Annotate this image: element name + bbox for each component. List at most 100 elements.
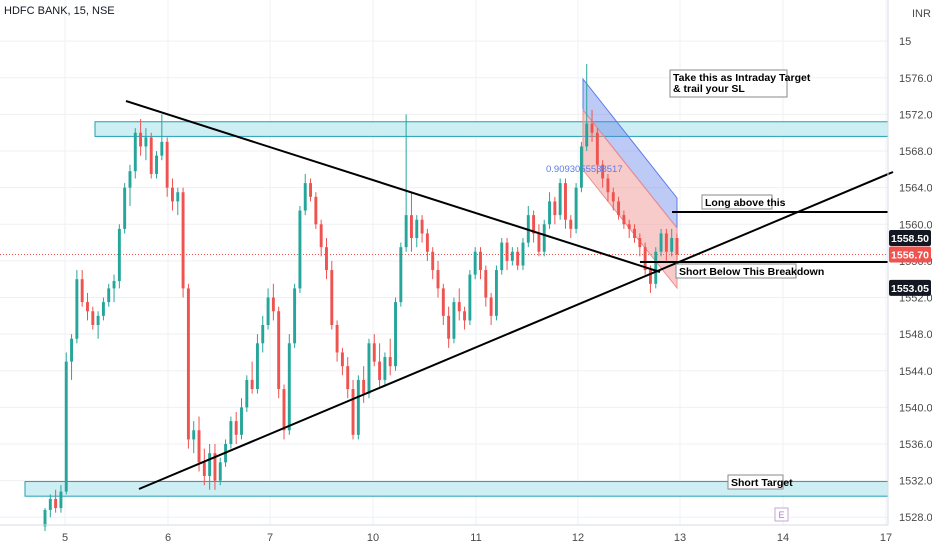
candle-down bbox=[171, 187, 174, 202]
candle-down bbox=[149, 137, 153, 174]
descending-channel bbox=[582, 77, 678, 290]
price-tick-label: 1572.00 bbox=[899, 109, 932, 121]
candle-down bbox=[330, 270, 334, 325]
short-target-note-box bbox=[727, 474, 784, 490]
long-above-note-box bbox=[701, 194, 773, 210]
candle-up bbox=[128, 171, 132, 188]
candle-up bbox=[473, 251, 477, 275]
candle-down bbox=[425, 233, 429, 252]
candle-down bbox=[595, 132, 599, 165]
candle-up bbox=[155, 155, 158, 174]
candle-up bbox=[160, 141, 164, 156]
price-tick-label: 1540.00 bbox=[899, 402, 932, 414]
candle-down bbox=[86, 302, 89, 312]
candle-down bbox=[277, 311, 281, 390]
long-above-note-text: Long above this bbox=[705, 197, 786, 209]
candle-down bbox=[319, 224, 323, 248]
candle-up bbox=[208, 453, 212, 477]
candle-down bbox=[638, 238, 642, 248]
price-tick-label: 15 bbox=[899, 36, 911, 48]
candle-down bbox=[463, 311, 467, 321]
intraday-target-note-text: Take this as Intraday Target bbox=[673, 72, 811, 84]
price-tick-label: 1564.00 bbox=[899, 183, 932, 195]
candle-down bbox=[335, 324, 339, 353]
candle-up bbox=[123, 187, 127, 229]
candle-down bbox=[362, 379, 366, 394]
candle-down bbox=[633, 228, 636, 239]
candle-up bbox=[303, 183, 307, 211]
candles bbox=[43, 64, 679, 531]
candle-up bbox=[229, 421, 233, 445]
candle-up bbox=[654, 251, 658, 284]
level-badge-long bbox=[889, 230, 931, 247]
event-marker: E bbox=[778, 510, 784, 520]
candle-down bbox=[617, 201, 621, 216]
candle-up bbox=[64, 361, 68, 492]
candle-up bbox=[96, 315, 100, 325]
price-tick-label: 1560.00 bbox=[899, 219, 932, 231]
candle-down bbox=[664, 233, 668, 252]
candle-down bbox=[309, 183, 313, 197]
candle-up bbox=[255, 343, 259, 390]
candle-down bbox=[181, 192, 185, 289]
candle-up bbox=[43, 509, 47, 527]
lower-trend-line[interactable] bbox=[138, 171, 894, 490]
candle-down bbox=[675, 238, 679, 255]
currency-label: INR bbox=[912, 8, 931, 20]
candle-down bbox=[537, 233, 541, 252]
time-axis: 5 6 7 10 11 12 13 14 17 bbox=[0, 524, 892, 544]
candle-up bbox=[240, 407, 243, 435]
short-below-note-text: Short Below This Breakdown bbox=[679, 266, 824, 278]
candle-up bbox=[293, 288, 297, 344]
price-tick-label: 1568.00 bbox=[899, 146, 932, 158]
date-tick-label: 12 bbox=[572, 532, 584, 544]
candle-up bbox=[266, 297, 270, 325]
candle-up bbox=[452, 302, 456, 339]
candle-down bbox=[505, 242, 509, 261]
candle-up bbox=[383, 357, 387, 380]
candle-up bbox=[510, 251, 514, 261]
candle-up bbox=[59, 491, 63, 509]
candle-up bbox=[101, 302, 105, 316]
price-tick-label: 1548.00 bbox=[899, 329, 932, 341]
price-tick-label: 1536.00 bbox=[899, 439, 932, 451]
candle-up bbox=[218, 462, 222, 481]
grid bbox=[0, 0, 888, 525]
candle-down bbox=[351, 389, 355, 435]
price-tick-label: 1532.00 bbox=[899, 476, 932, 488]
candle-down bbox=[622, 215, 626, 225]
candle-down bbox=[441, 288, 445, 316]
candle-down bbox=[80, 279, 84, 303]
candle-up bbox=[144, 137, 148, 147]
level-badge-long-text: 1558.50 bbox=[891, 233, 929, 245]
candle-down bbox=[606, 178, 610, 193]
zones bbox=[24, 121, 889, 497]
candle-down bbox=[325, 247, 328, 271]
short-below-note-box bbox=[675, 263, 797, 279]
candle-up bbox=[245, 379, 249, 408]
upper-trend-line[interactable] bbox=[125, 100, 661, 273]
candle-up bbox=[579, 146, 583, 188]
candle-down bbox=[569, 219, 573, 229]
candle-down bbox=[165, 141, 169, 188]
candle-down bbox=[139, 132, 143, 147]
candle-down bbox=[601, 164, 605, 179]
trend-lines[interactable] bbox=[125, 100, 894, 490]
candle-up bbox=[48, 498, 52, 510]
candle-down bbox=[447, 315, 451, 339]
short-target-note-text: Short Target bbox=[731, 477, 793, 489]
candle-up bbox=[133, 132, 137, 172]
candle-down bbox=[250, 379, 254, 390]
candle-down bbox=[648, 270, 652, 284]
candle-down bbox=[484, 270, 488, 298]
candle-up bbox=[415, 219, 419, 239]
current-price-badge-text: 1556.70 bbox=[891, 249, 929, 261]
candle-up bbox=[500, 242, 504, 271]
candle-up bbox=[261, 324, 265, 344]
candle-up bbox=[548, 201, 551, 225]
candle-up bbox=[287, 343, 291, 431]
date-tick-label: 13 bbox=[674, 532, 686, 544]
candle-up bbox=[585, 123, 589, 147]
candle-down bbox=[202, 462, 206, 477]
